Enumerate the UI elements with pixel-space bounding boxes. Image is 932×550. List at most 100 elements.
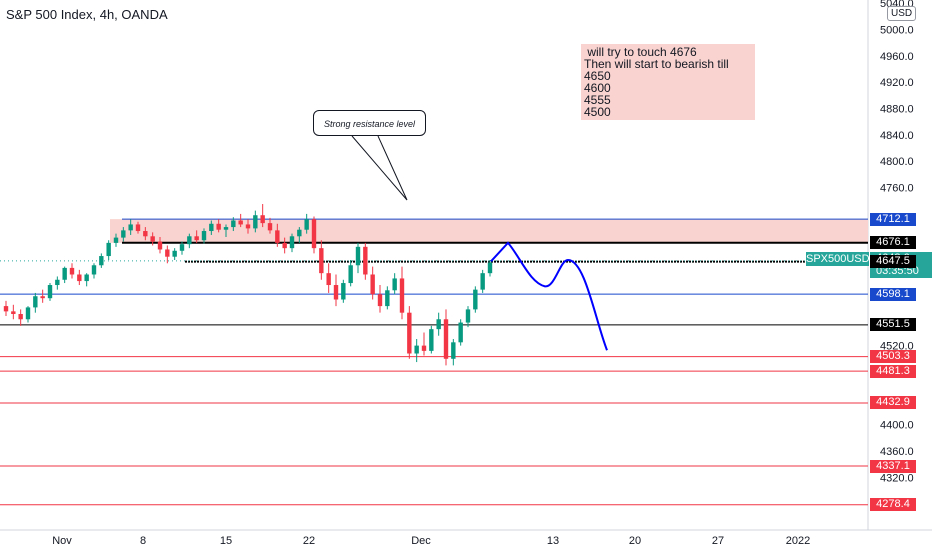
candle-body (40, 296, 45, 299)
resistance-callout[interactable]: Strong resistance level (313, 110, 426, 136)
y-tick-label: 4920.0 (880, 77, 914, 89)
x-tick-label: Dec (411, 535, 431, 547)
candle-body (69, 267, 75, 275)
candle-body (399, 278, 405, 313)
price-level-badge: 4278.4 (870, 498, 916, 512)
y-tick-label: 4400.0 (880, 420, 914, 432)
candle-body (465, 309, 471, 323)
candle-body (55, 279, 60, 286)
candle-body (143, 231, 148, 237)
candle-body (245, 224, 251, 229)
y-tick-label: 4520.0 (880, 341, 914, 353)
candle-body (267, 223, 273, 231)
candle-body (487, 262, 493, 274)
candle-body (282, 242, 287, 249)
candle-body (91, 265, 97, 275)
candle-body (333, 285, 339, 300)
candle-body (414, 345, 419, 354)
x-tick-label: 27 (712, 535, 724, 547)
projection-path (490, 241, 608, 351)
annotation-note[interactable]: will try to touch 4676 Then will start t… (581, 44, 755, 120)
x-tick-label: 8 (140, 535, 146, 547)
candle-body (458, 322, 463, 343)
candle-body (297, 229, 302, 237)
candle-body (451, 342, 456, 359)
symbol-label: SPX500USD (806, 252, 870, 266)
currency-button[interactable]: USD (887, 6, 917, 21)
x-tick-label: 13 (547, 535, 559, 547)
candle-body (135, 224, 141, 232)
candle-body (377, 294, 383, 307)
candle-body (407, 312, 412, 354)
y-tick-label: 4360.0 (880, 446, 914, 458)
price-level-badge: 4337.1 (870, 459, 916, 473)
candle-body (113, 237, 119, 243)
candle-body (480, 273, 485, 290)
y-tick-label: 4840.0 (880, 130, 914, 142)
price-level-badge: 4712.1 (870, 212, 916, 226)
annotation-line: will try to touch 4676 (584, 45, 697, 59)
candle-body (157, 241, 163, 250)
price-level-badge: 4676.1 (870, 236, 916, 250)
candle-body (187, 236, 192, 245)
candle-body (341, 283, 346, 300)
candle-body (62, 267, 67, 280)
candle-body (319, 248, 324, 274)
x-tick-label: 20 (629, 535, 641, 547)
candle-body (289, 236, 295, 249)
candle-body (443, 319, 449, 359)
candle-body (194, 236, 199, 241)
candle-body (47, 285, 53, 299)
candle-body (150, 236, 155, 242)
candle-body (348, 265, 353, 284)
candle-body (165, 249, 170, 257)
candle-body (179, 244, 185, 251)
candle-body (223, 227, 229, 230)
candle-body (121, 230, 126, 238)
candle-body (429, 329, 434, 351)
price-level-badge: 4551.5 (870, 318, 916, 332)
candle-body (11, 311, 16, 314)
annotation-line: Then will start to bearish till (584, 57, 729, 71)
candle-body (172, 250, 177, 257)
candle-body (260, 215, 265, 224)
x-tick-label: 15 (220, 535, 232, 547)
candle-body (77, 274, 82, 282)
y-tick-label: 4800.0 (880, 156, 914, 168)
candle-body (209, 223, 214, 232)
y-tick-label: 4880.0 (880, 104, 914, 116)
candle-body (311, 219, 317, 249)
y-tick-label: 4960.0 (880, 51, 914, 63)
candle-body (3, 306, 9, 312)
candle-body (370, 274, 375, 295)
callout-pointer (351, 135, 408, 201)
price-level-badge: 4647.5 (870, 255, 916, 269)
candle-body (106, 242, 111, 257)
y-tick-label: 4760.0 (880, 183, 914, 195)
y-tick-label: 5000.0 (880, 25, 914, 37)
candle-body (128, 224, 133, 231)
resistance-zone (110, 219, 868, 243)
candle-body (33, 296, 38, 308)
candle-body (84, 274, 89, 282)
candle-body (355, 246, 361, 266)
y-tick-label: 4320.0 (880, 472, 914, 484)
candle-body (99, 256, 104, 266)
candle-body (231, 220, 236, 228)
candle-body (421, 345, 427, 351)
candle-body (392, 278, 397, 291)
candle-body (201, 231, 207, 241)
y-tick-label: 5040.0 (880, 0, 914, 10)
chart-title: S&P 500 Index, 4h, OANDA (6, 7, 168, 22)
candle-body (275, 230, 280, 243)
x-tick-label: 2022 (786, 535, 810, 547)
x-tick-label: Nov (52, 535, 72, 547)
candle-body (363, 246, 368, 275)
annotation-line: 4555 (584, 93, 611, 107)
annotation-line: 4650 (584, 69, 611, 83)
price-level-badge: 4481.3 (870, 364, 916, 378)
annotation-line: 4500 (584, 105, 611, 119)
price-level-badge: 4432.9 (870, 396, 916, 410)
candle-body (436, 319, 441, 330)
